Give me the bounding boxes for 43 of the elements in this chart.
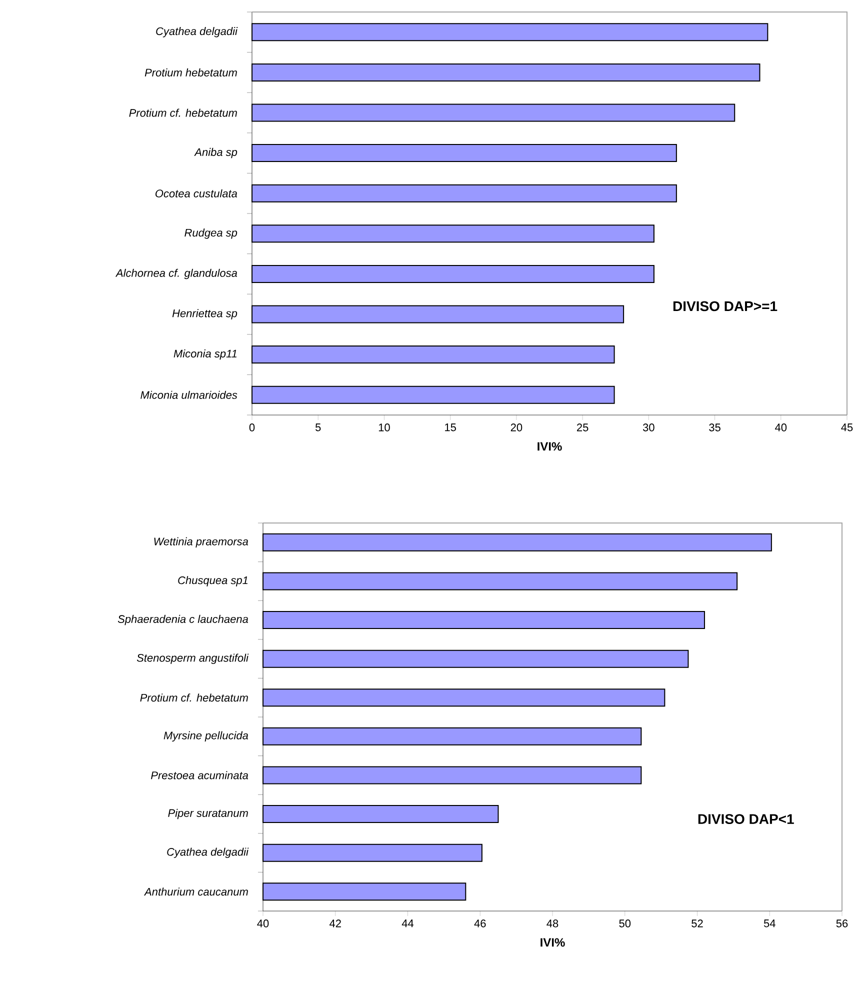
x-tick-label: 54 [764,920,776,928]
x-tick-label: 52 [692,920,703,928]
y-tick-label: Stenosperm angustifoli [136,654,249,664]
y-tick-label: Protium cf. hebetatum [129,108,237,117]
x-tick-label: 48 [546,920,558,928]
x-tick-label: 50 [619,920,631,928]
annotation: DIVISO DAP<1 [698,814,794,824]
y-tick-label: Protium hebetatum [144,68,237,76]
x-axis-title: IVI% [540,938,565,947]
y-tick-label: Aniba sp [194,148,238,158]
x-tick-label: 5 [315,424,321,432]
y-tick-label: Miconia sp11 [174,349,237,360]
x-tick-label: 46 [474,920,486,928]
y-tick-label: Sphaeradenia c lauchaena [118,614,248,626]
x-tick-label: 30 [642,424,654,432]
y-tick-label: Wettinia praemorsa [154,537,248,548]
x-tick-label: 20 [510,424,522,432]
x-tick-label: 42 [330,920,341,928]
annotation: DIVISO DAP>=1 [673,301,778,312]
y-tick-label: Myrsine pellucida [164,731,248,742]
x-tick-label: 40 [257,920,269,928]
y-tick-label: Henriettea sp [172,309,238,320]
y-tick-label: Cyathea delgadii [156,27,238,38]
x-tick-label: 15 [445,424,456,432]
x-tick-label: 40 [775,424,787,432]
y-tick-label: Protium cf. hebetatum [140,694,248,702]
x-tick-label: 25 [576,424,588,432]
y-tick-label: Rudgea sp [184,228,238,239]
y-tick-label: Anthurium caucanum [144,888,248,896]
x-tick-label: 56 [836,920,848,928]
y-tick-label: Cyathea delgadii [167,848,249,858]
y-tick-label: Alchornea cf. glandulosa [115,268,238,280]
x-axis-title: IVI% [538,442,562,451]
y-tick-label: Chusquea sp1 [178,576,248,586]
x-tick-label: 10 [378,424,390,432]
x-tick-label: 0 [249,424,255,432]
x-tick-label: 35 [709,424,720,432]
x-tick-label: 44 [402,920,414,928]
y-tick-label: Piper suratanum [168,808,248,820]
y-tick-label: Prestoea acuminata [150,771,248,780]
x-tick-label: 45 [841,424,853,432]
y-tick-label: Miconia ulmarioides [140,390,238,399]
y-tick-label: Ocotea custulata [156,189,238,198]
